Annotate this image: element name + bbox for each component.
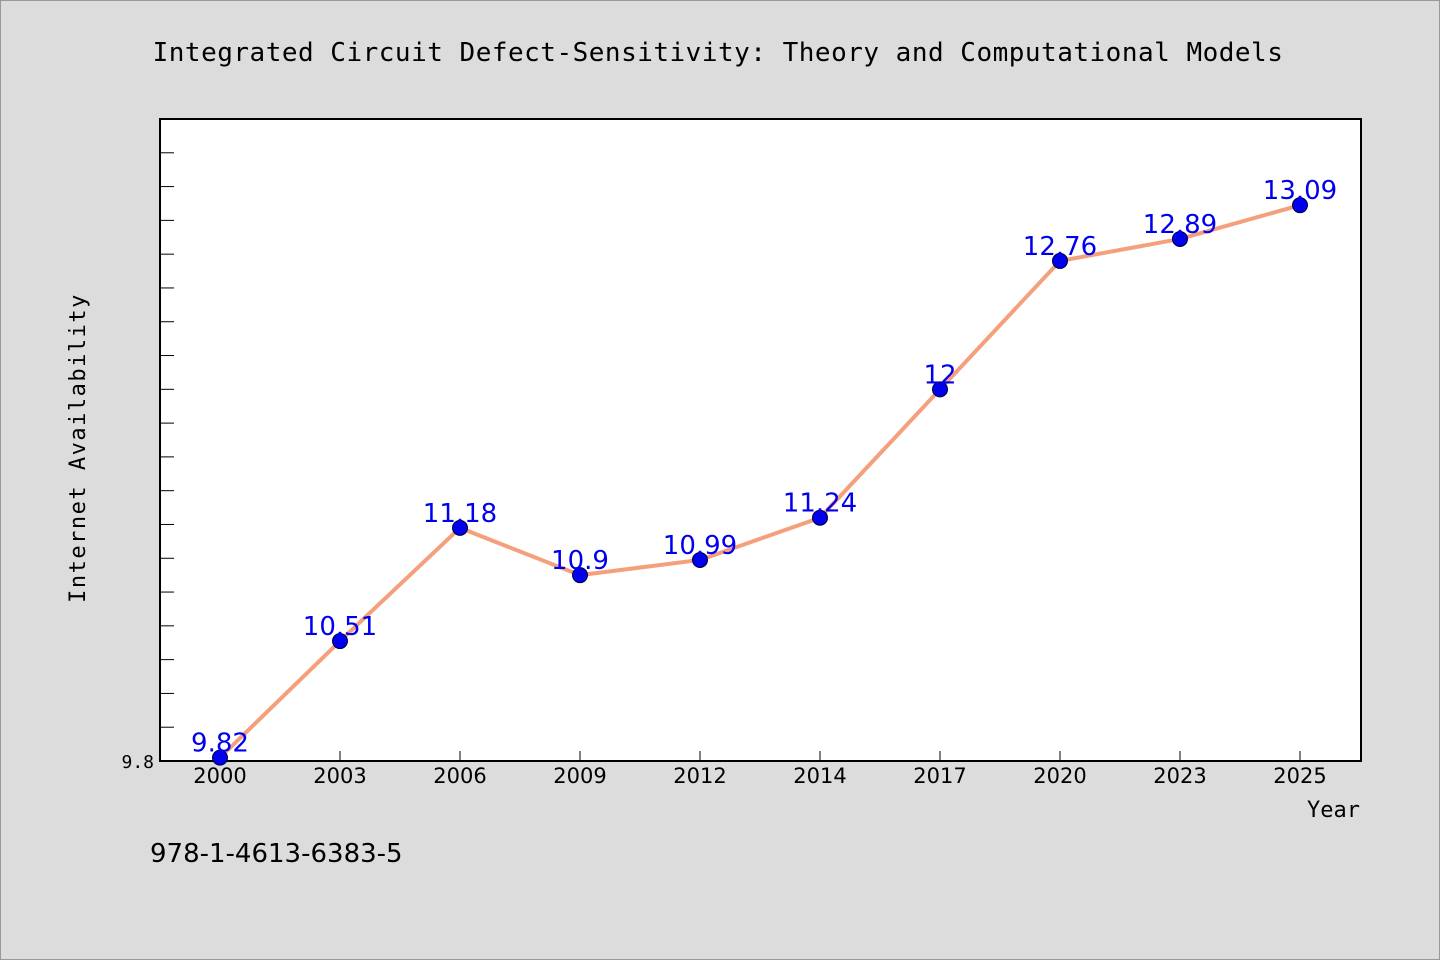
series-markers xyxy=(212,197,1308,766)
data-point xyxy=(692,551,708,568)
data-label: 10.99 xyxy=(663,531,737,561)
isbn-label: 978-1-4613-6383-5 xyxy=(150,839,403,869)
x-tick-label: 2009 xyxy=(553,764,606,788)
data-labels: 9.82 10.51 11.18 10.9 10.99 11.24 12 12.76 12.89… xyxy=(191,176,1337,758)
data-label: 12.76 xyxy=(1023,232,1097,262)
x-tick-label: 2006 xyxy=(433,764,486,788)
y-tick-label: 9.8 xyxy=(121,752,154,773)
data-label: 10.51 xyxy=(303,612,377,642)
data-point xyxy=(932,381,948,398)
y-axis-label: Internet Availability xyxy=(66,293,91,603)
x-tick-label: 2025 xyxy=(1273,764,1326,788)
x-tick-label: 2012 xyxy=(673,764,726,788)
data-label: 12.89 xyxy=(1143,210,1217,240)
data-label: 10.9 xyxy=(551,546,609,576)
data-label: 11.24 xyxy=(783,489,857,519)
data-point xyxy=(332,633,348,650)
data-label: 11.18 xyxy=(423,499,497,529)
data-point xyxy=(452,519,468,536)
x-axis-label: Year xyxy=(1307,798,1360,823)
plot-area xyxy=(159,118,1362,762)
x-tick-label: 2017 xyxy=(913,764,966,788)
data-label: 12 xyxy=(923,360,956,390)
y-axis-ticks xyxy=(160,152,174,762)
data-point xyxy=(1172,230,1188,247)
x-tick-label: 2000 xyxy=(193,764,246,788)
data-label: 13.09 xyxy=(1263,176,1337,206)
data-point xyxy=(1052,252,1068,269)
x-tick-label: 2023 xyxy=(1153,764,1206,788)
x-tick-label: 2020 xyxy=(1033,764,1086,788)
x-tick-label: 2003 xyxy=(313,764,366,788)
x-tick-label: 2014 xyxy=(793,764,846,788)
data-point xyxy=(812,509,828,526)
chart-title: Integrated Circuit Defect-Sensitivity: T… xyxy=(153,38,1284,68)
y-axis-tick-labels: 9.8 xyxy=(121,752,154,773)
data-point xyxy=(212,749,228,766)
x-axis-tick-labels: 2000 2003 2006 2009 2012 2014 2017 2020 2023 2025 xyxy=(193,764,1326,788)
data-label: 9.82 xyxy=(191,729,249,759)
data-point xyxy=(572,567,588,584)
series-line xyxy=(218,203,1302,760)
data-point xyxy=(1292,197,1308,214)
x-axis-ticks xyxy=(219,751,1301,761)
